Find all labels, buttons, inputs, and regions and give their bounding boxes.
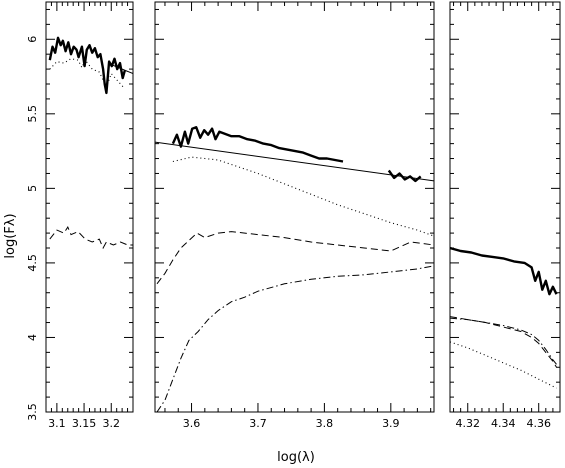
x-tick-label: 3.1 [48, 417, 66, 430]
y-tick-label: 5 [26, 185, 39, 192]
series-line-thick [171, 125, 344, 163]
panel-middle-series [155, 125, 434, 412]
y-axis-title: log(Fλ) [3, 213, 18, 258]
x-tick-label: 3.15 [72, 417, 97, 430]
panel-left-series [48, 36, 133, 250]
y-tick-label: 4.5 [26, 254, 39, 272]
x-axis-title: log(λ) [277, 450, 315, 465]
series-line-dashdot [156, 265, 434, 412]
x-tick-label: 3.2 [103, 417, 121, 430]
panel-right-frame [449, 1, 561, 413]
y-tick-label: 5.5 [26, 105, 39, 123]
series-line-thin [155, 141, 434, 182]
axis-labels-layer: log(λ) log(Fλ) [3, 213, 315, 465]
panel-right-series [450, 246, 558, 389]
series-line-dotted [450, 341, 557, 389]
panel-middle-frame [154, 1, 435, 413]
series-line-dashdot [450, 317, 557, 365]
x-tick-label: 4.32 [455, 417, 480, 430]
y-tick-label: 3.5 [26, 403, 39, 421]
x-tick-label: 3.8 [316, 417, 334, 430]
series-line-dashed [49, 226, 133, 250]
panels-layer: 3.1 3.15 3.2 3.6 3.7 3.8 3.9 4.32 4.34 4.36 3.5 4 4.… [26, 1, 561, 430]
panel-right: 4.32 4.34 4.36 [449, 1, 561, 430]
x-tick-label: 4.36 [526, 417, 551, 430]
panel-left: 3.1 3.15 3.2 [45, 1, 134, 430]
y-tick-label: 4 [26, 334, 39, 341]
series-line-dotted [172, 156, 434, 237]
x-tick-label: 4.34 [491, 417, 516, 430]
series-line-thick [450, 246, 558, 296]
series-line-thin [111, 64, 133, 75]
y-tick-label: 6 [26, 36, 39, 43]
series-line-dashed [156, 231, 434, 285]
panel-middle: 3.6 3.7 3.8 3.9 [154, 1, 435, 430]
x-tick-label: 3.7 [249, 417, 267, 430]
series-line-thick [387, 169, 422, 183]
series-line-dashed [450, 316, 557, 368]
x-tick-label: 3.9 [382, 417, 400, 430]
x-tick-label: 3.6 [183, 417, 201, 430]
